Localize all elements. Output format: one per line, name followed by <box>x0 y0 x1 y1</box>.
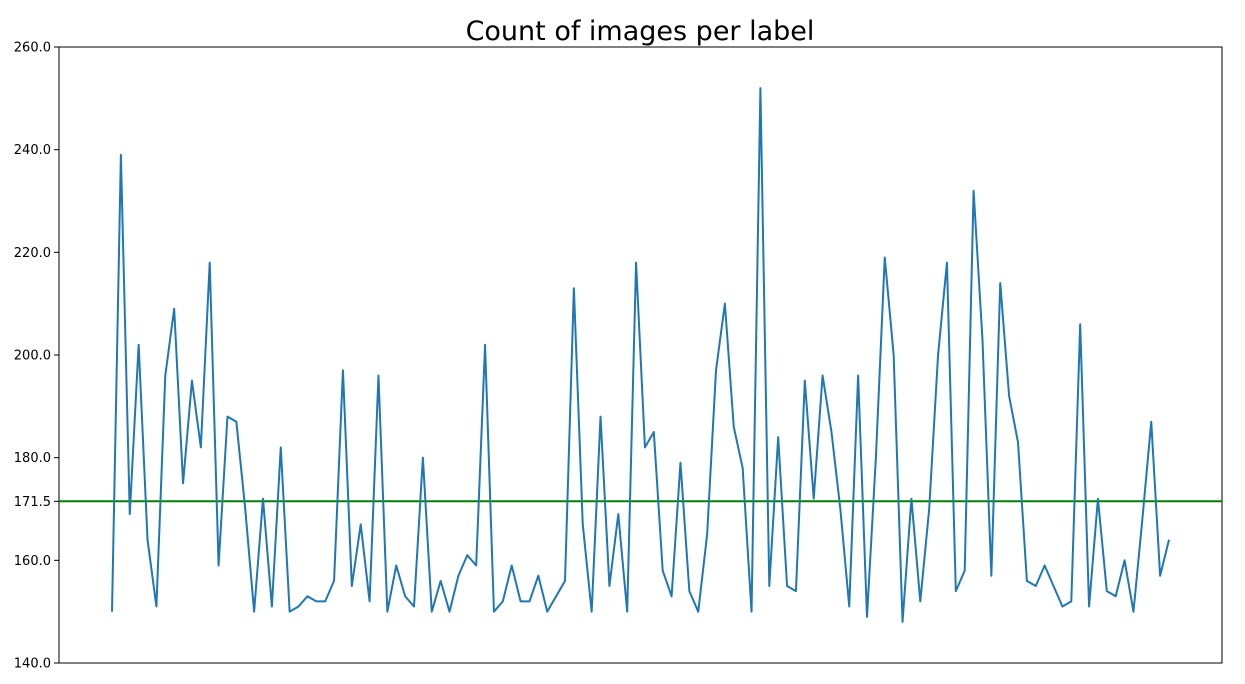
chart-title: Count of images per label <box>466 16 815 47</box>
series-line <box>111 87 1170 623</box>
y-axis: 140.0 160.0 171.5 180.0 200.0 220.0 240.0 260.0 <box>14 41 59 672</box>
y-tick-label: 171.5 <box>14 495 51 510</box>
y-tick-label: 140.0 <box>14 657 51 672</box>
series-layer <box>111 87 1170 623</box>
y-tick-label: 240.0 <box>14 143 51 158</box>
y-tick-label: 220.0 <box>14 246 51 261</box>
y-tick-label: 260.0 <box>14 41 51 56</box>
y-tick-label: 200.0 <box>14 349 51 364</box>
y-tick-label: 180.0 <box>14 451 51 466</box>
y-tick-label: 160.0 <box>14 554 51 569</box>
